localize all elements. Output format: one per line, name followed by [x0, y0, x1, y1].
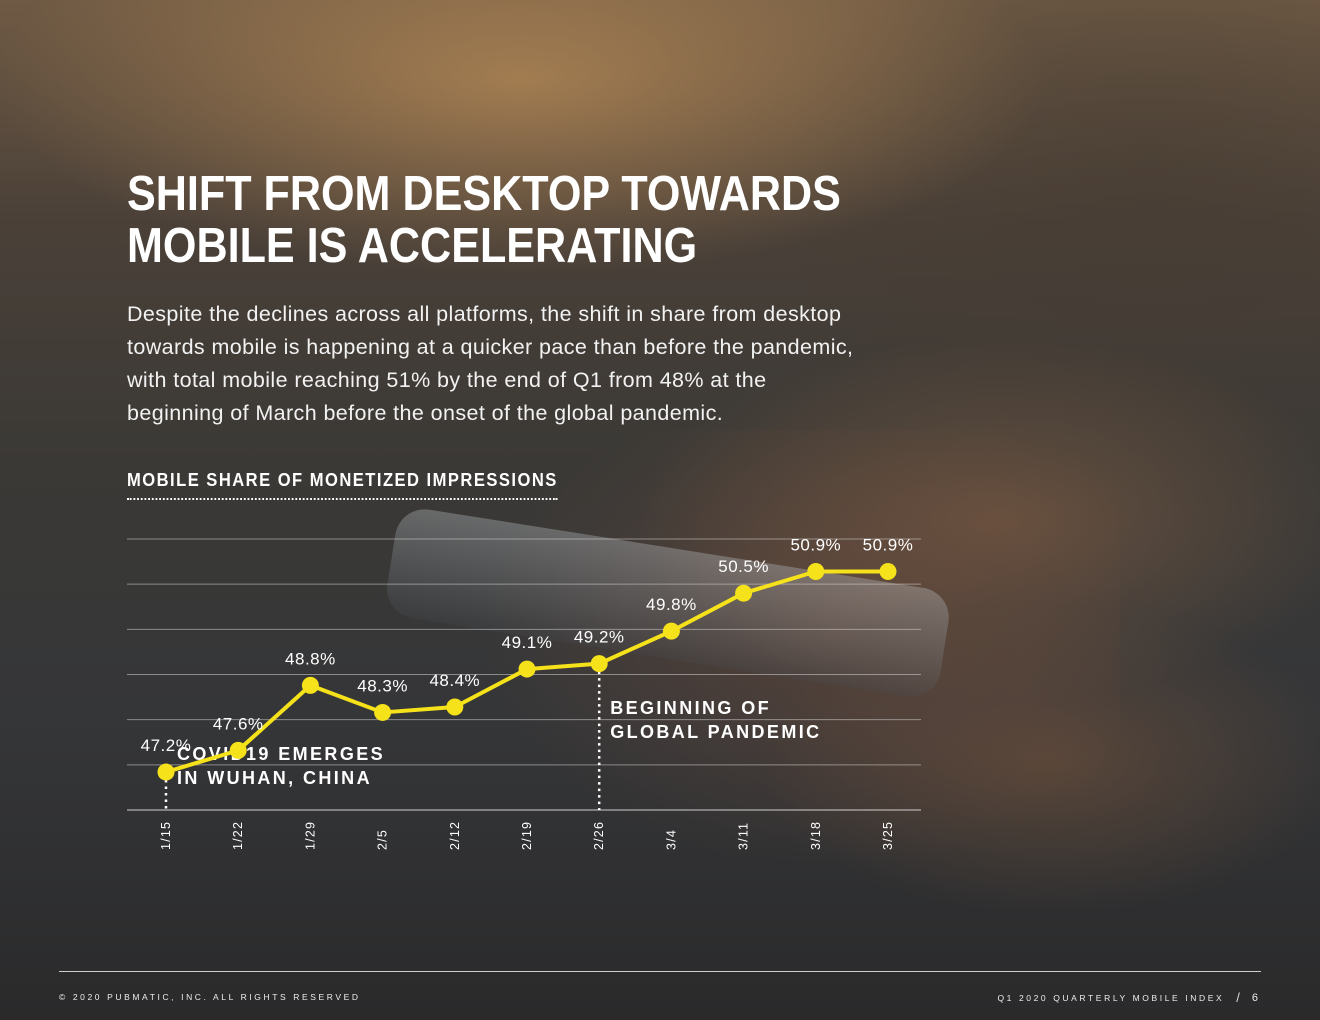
footer-separator: /: [1236, 990, 1240, 1005]
page-title: SHIFT FROM DESKTOP TOWARDS MOBILE IS ACC…: [127, 168, 849, 272]
title-line: SHIFT FROM DESKTOP TOWARDS: [127, 167, 841, 221]
data-point: [590, 655, 608, 673]
copyright-text: © 2020 PUBMATIC, INC. ALL RIGHTS RESERVE…: [59, 992, 361, 1002]
title-line: MOBILE IS ACCELERATING: [127, 219, 698, 273]
paragraph-line: with total mobile reaching 51% by the en…: [127, 368, 767, 392]
footer-report-info: Q1 2020 QUARTERLY MOBILE INDEX / 6: [997, 990, 1258, 1005]
data-point: [157, 763, 175, 781]
x-tick-label: 2/26: [592, 821, 606, 850]
data-label: 48.4%: [429, 671, 480, 690]
intro-paragraph: Despite the declines across all platform…: [127, 298, 967, 430]
data-label: 50.9%: [790, 536, 841, 555]
data-point: [662, 622, 680, 640]
data-point: [229, 741, 247, 759]
data-point: [807, 563, 825, 581]
data-label: 48.3%: [357, 676, 408, 695]
data-point: [735, 584, 753, 602]
x-tick-label: 2/12: [448, 821, 462, 850]
paragraph-line: beginning of March before the onset of t…: [127, 401, 724, 425]
data-point: [374, 703, 392, 721]
annotation-label: GLOBAL PANDEMIC: [610, 722, 821, 742]
x-tick-label: 1/15: [159, 821, 173, 850]
hands-image: [480, 430, 1120, 870]
data-point: [879, 563, 897, 581]
chart-x-axis: 1/15 1/22 1/29 2/5 2/12 2/19 2/26 3/4 3/11 3/18 3/…: [159, 821, 895, 850]
x-tick-label: 3/25: [881, 821, 895, 850]
report-name: Q1 2020 QUARTERLY MOBILE INDEX: [997, 992, 1225, 1003]
data-label: 50.5%: [718, 557, 769, 576]
data-label: 48.8%: [285, 649, 336, 668]
footer-divider: [59, 971, 1261, 972]
data-point: [446, 698, 464, 716]
paragraph-line: Despite the declines across all platform…: [127, 302, 842, 326]
chart-title: MOBILE SHARE OF MONETIZED IMPRESSIONS: [127, 470, 558, 500]
data-label: 50.9%: [863, 536, 914, 555]
x-tick-label: 2/5: [376, 829, 390, 850]
annotation-label: COVID19 EMERGES: [177, 744, 385, 764]
x-tick-label: 1/22: [231, 821, 245, 850]
annotation-label: IN WUHAN, CHINA: [177, 768, 372, 788]
paragraph-line: towards mobile is happening at a quicker…: [127, 335, 854, 359]
x-tick-label: 2/19: [520, 821, 534, 850]
x-tick-label: 1/29: [303, 821, 317, 850]
chart-data-labels: 47.2% 47.6% 48.8% 48.3% 48.4% 49.1% 49.2% 49.8%…: [141, 536, 914, 756]
chart-series: [157, 563, 897, 781]
data-label: 49.1%: [502, 633, 553, 652]
x-tick-label: 3/11: [737, 822, 751, 850]
data-point: [301, 676, 319, 694]
data-label: 49.2%: [574, 628, 625, 647]
data-point: [518, 660, 536, 678]
data-label: 47.6%: [213, 714, 264, 733]
annotation-label: BEGINNING OF: [610, 698, 771, 718]
data-label: 49.8%: [646, 595, 697, 614]
page-number: 6: [1251, 991, 1258, 1004]
x-tick-label: 3/4: [664, 829, 678, 850]
x-tick-label: 3/18: [809, 821, 823, 850]
chart-annotations: COVID19 EMERGES IN WUHAN, CHINA BEGINNING …: [164, 671, 821, 810]
data-label: 47.2%: [141, 736, 192, 755]
